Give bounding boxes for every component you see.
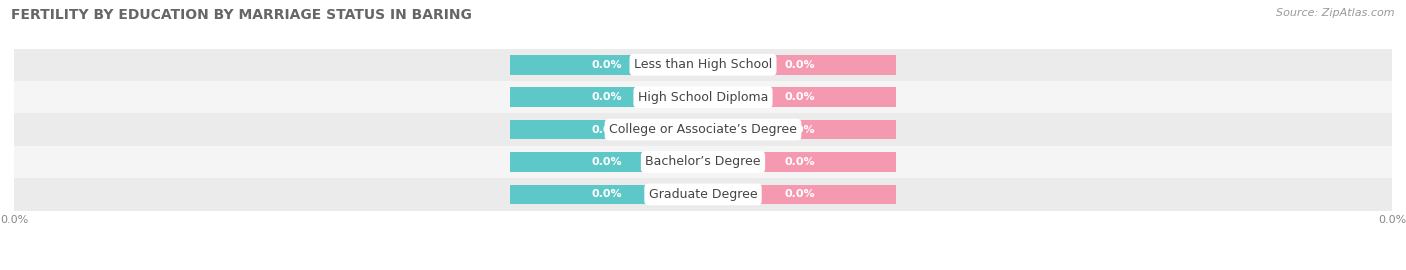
- Text: Graduate Degree: Graduate Degree: [648, 188, 758, 201]
- Text: 0.0%: 0.0%: [592, 92, 621, 102]
- Bar: [510, 185, 703, 204]
- Text: 0.0%: 0.0%: [592, 189, 621, 200]
- Bar: [703, 185, 896, 204]
- Text: 0.0%: 0.0%: [785, 60, 814, 70]
- Bar: [510, 87, 703, 107]
- Bar: [14, 178, 1392, 211]
- Text: 0.0%: 0.0%: [785, 157, 814, 167]
- Bar: [14, 146, 1392, 178]
- Text: High School Diploma: High School Diploma: [638, 91, 768, 104]
- Bar: [703, 87, 896, 107]
- Text: 0.0%: 0.0%: [592, 157, 621, 167]
- Bar: [510, 152, 703, 172]
- Bar: [703, 152, 896, 172]
- Text: 0.0%: 0.0%: [785, 92, 814, 102]
- Bar: [14, 49, 1392, 81]
- Text: 0.0%: 0.0%: [785, 189, 814, 200]
- Text: FERTILITY BY EDUCATION BY MARRIAGE STATUS IN BARING: FERTILITY BY EDUCATION BY MARRIAGE STATU…: [11, 8, 472, 22]
- Text: Source: ZipAtlas.com: Source: ZipAtlas.com: [1277, 8, 1395, 18]
- Bar: [510, 120, 703, 139]
- Text: Bachelor’s Degree: Bachelor’s Degree: [645, 156, 761, 168]
- Bar: [703, 120, 896, 139]
- Text: 0.0%: 0.0%: [592, 124, 621, 135]
- Text: 0.0%: 0.0%: [592, 60, 621, 70]
- Bar: [14, 113, 1392, 146]
- Text: College or Associate’s Degree: College or Associate’s Degree: [609, 123, 797, 136]
- Text: Less than High School: Less than High School: [634, 58, 772, 71]
- Bar: [703, 55, 896, 75]
- Bar: [14, 81, 1392, 113]
- Text: 0.0%: 0.0%: [785, 124, 814, 135]
- Bar: [510, 55, 703, 75]
